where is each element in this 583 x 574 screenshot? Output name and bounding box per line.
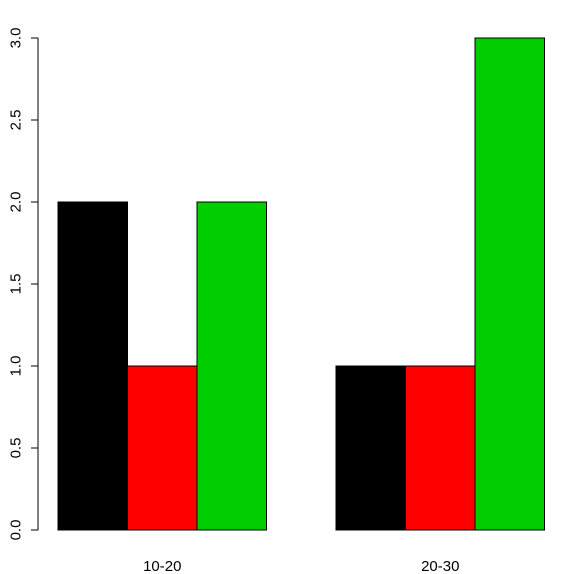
- y-axis: 0.0 0.5 1.0 1.5 2.0 2.5 3.0: [8, 28, 39, 541]
- x-axis-labels: 10-20 20-30: [143, 558, 459, 574]
- bar-10-20-series-1: [57, 201, 128, 531]
- bar-20-30-series-1: [335, 365, 406, 531]
- y-tick-label: 3.0: [8, 28, 25, 49]
- y-tick-label: 2.0: [8, 192, 25, 213]
- bar-10-20-series-2: [127, 365, 198, 531]
- y-tick-label: 1.5: [8, 274, 25, 295]
- y-tick-label: 1.0: [8, 356, 25, 377]
- bars-group: [57, 37, 545, 531]
- bar-20-30-series-3: [474, 37, 545, 531]
- bar-10-20-series-3: [196, 201, 267, 531]
- x-category-label: 10-20: [143, 558, 181, 574]
- y-tick-label: 0.5: [8, 438, 25, 459]
- bar-20-30-series-2: [405, 365, 476, 531]
- y-tick-label: 2.5: [8, 110, 25, 131]
- y-tick-label: 0.0: [8, 520, 25, 541]
- x-category-label: 20-30: [421, 558, 459, 574]
